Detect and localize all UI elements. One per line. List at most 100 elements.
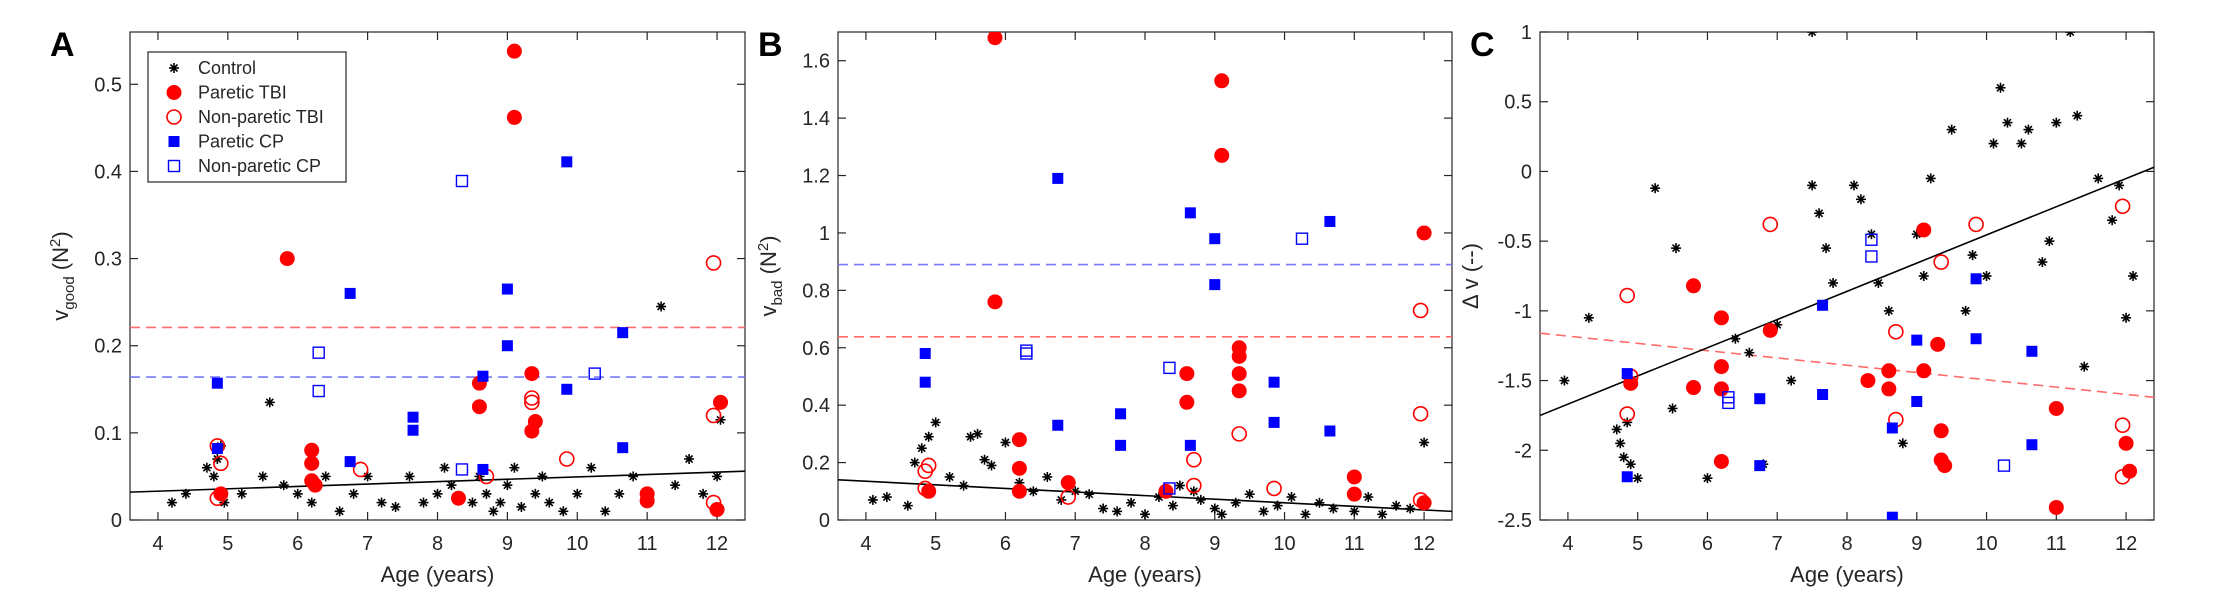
point-paretic-cp [919,376,931,388]
point-control [1807,32,1818,37]
point-control [1814,208,1825,219]
series-non-paretic-cp-a [312,174,601,476]
legend-marker-paretic-cp [168,136,180,147]
point-paretic-cp [501,283,513,295]
point-control [516,501,527,512]
point-paretic-cp [1324,215,1336,227]
x-axis-label-b: Age (years) [1088,562,1202,587]
y-tick-label-a: 0.4 [94,161,122,183]
legend-item-paretic-cp: Paretic CP [168,132,284,152]
point-paretic-cp [1209,233,1221,245]
legend-label: Non-paretic CP [198,156,321,176]
point-paretic-tbi [1860,373,1876,389]
y-axis-label-b: vbad (N2) [755,235,786,316]
panel-label-c: C [1470,26,1495,64]
y-tick-label-c: -1.5 [1498,371,1532,393]
y-tick-label-b: 0.4 [802,395,830,417]
point-paretic-tbi [1713,381,1729,397]
point-paretic-tbi [2118,435,2134,451]
y-axis-label-a: vgood (N2) [47,231,78,320]
point-control [439,462,450,473]
point-control [1702,473,1713,484]
x-tick-label-a: 5 [222,533,233,555]
point-control [1000,437,1011,448]
point-control [1174,480,1185,491]
point-control [600,506,611,517]
point-paretic-tbi [1214,73,1230,89]
y-tick-label-b: 1.6 [802,51,830,73]
point-control [2128,271,2139,281]
series-paretic-tbi-c [1623,222,2138,515]
legend-item-non-paretic-cp: Non-paretic CP [167,156,321,176]
x-tick-label-b: 5 [930,533,941,555]
point-control [1391,500,1402,511]
point-paretic-tbi [279,251,295,267]
point-non-paretic-tbi [1231,426,1247,442]
panel-label-a: A [50,26,75,64]
point-non-paretic-tbi [1762,216,1779,233]
x-tick-label-b: 11 [1344,533,1365,555]
point-non-paretic-tbi [1412,302,1429,319]
point-paretic-tbi [987,32,1003,46]
x-tick-label-c: 10 [1975,533,1997,555]
y-tick-label-b: 0.2 [802,453,830,475]
point-control [1363,492,1374,503]
point-control [1084,489,1095,500]
point-paretic-tbi [639,493,655,509]
x-tick-label-b: 12 [1413,533,1435,555]
point-paretic-cp [1817,389,1829,401]
lines-a [130,326,745,493]
point-paretic-cp [1621,368,1633,380]
point-control [670,480,681,491]
point-control [1873,277,1884,288]
x-tick-label-c: 5 [1632,533,1643,555]
lines-c [1540,166,2154,417]
point-paretic-tbi [2048,400,2064,416]
y-tick-label-b: 0.6 [802,338,830,360]
point-non-paretic-tbi [558,451,575,467]
point-non-paretic-tbi [2114,468,2131,485]
point-control [1272,500,1283,511]
point-non-paretic-cp [1020,344,1033,357]
point-control [944,471,955,482]
x-tick-label-b: 4 [860,533,871,555]
point-paretic-tbi [1686,278,1701,294]
point-paretic-tbi [1713,359,1729,375]
point-paretic-tbi [506,109,522,125]
point-non-paretic-tbi [705,407,722,424]
point-control [2072,110,2083,121]
point-non-paretic-cp [312,384,325,398]
point-control [684,454,695,464]
point-non-paretic-tbi [705,494,722,511]
point-paretic-tbi [1686,380,1701,396]
point-control [1821,243,1832,254]
point-paretic-cp [1970,333,1982,345]
points-b [867,32,1432,520]
point-paretic-cp [1324,425,1336,437]
point-non-paretic-tbi [1412,405,1429,422]
point-control [1632,473,1643,484]
point-paretic-tbi [1179,394,1195,410]
point-control [1314,497,1325,508]
point-control [404,471,415,482]
y-tick-label-b: 1.2 [802,166,830,188]
point-paretic-tbi [1158,483,1174,499]
plot-area-b [837,31,1453,521]
point-paretic-tbi [987,294,1003,310]
point-non-paretic-cp [1163,482,1176,495]
point-control [1828,277,1839,288]
point-control [446,480,457,491]
series-non-paretic-tbi-b [917,302,1429,508]
point-control [334,506,345,517]
point-non-paretic-cp [1295,232,1309,245]
x-tick-label-c: 8 [1841,533,1852,555]
point-control [1328,503,1339,514]
y-axis-label-c: Δ v (--) [1458,243,1483,309]
point-control [1960,305,1971,316]
series-paretic-tbi-a [213,43,729,518]
y-tick-label-b: 1 [819,223,830,245]
point-control [1195,494,1206,505]
point-paretic-cp [1052,172,1064,184]
point-control [986,460,997,471]
point-control [1112,506,1123,517]
